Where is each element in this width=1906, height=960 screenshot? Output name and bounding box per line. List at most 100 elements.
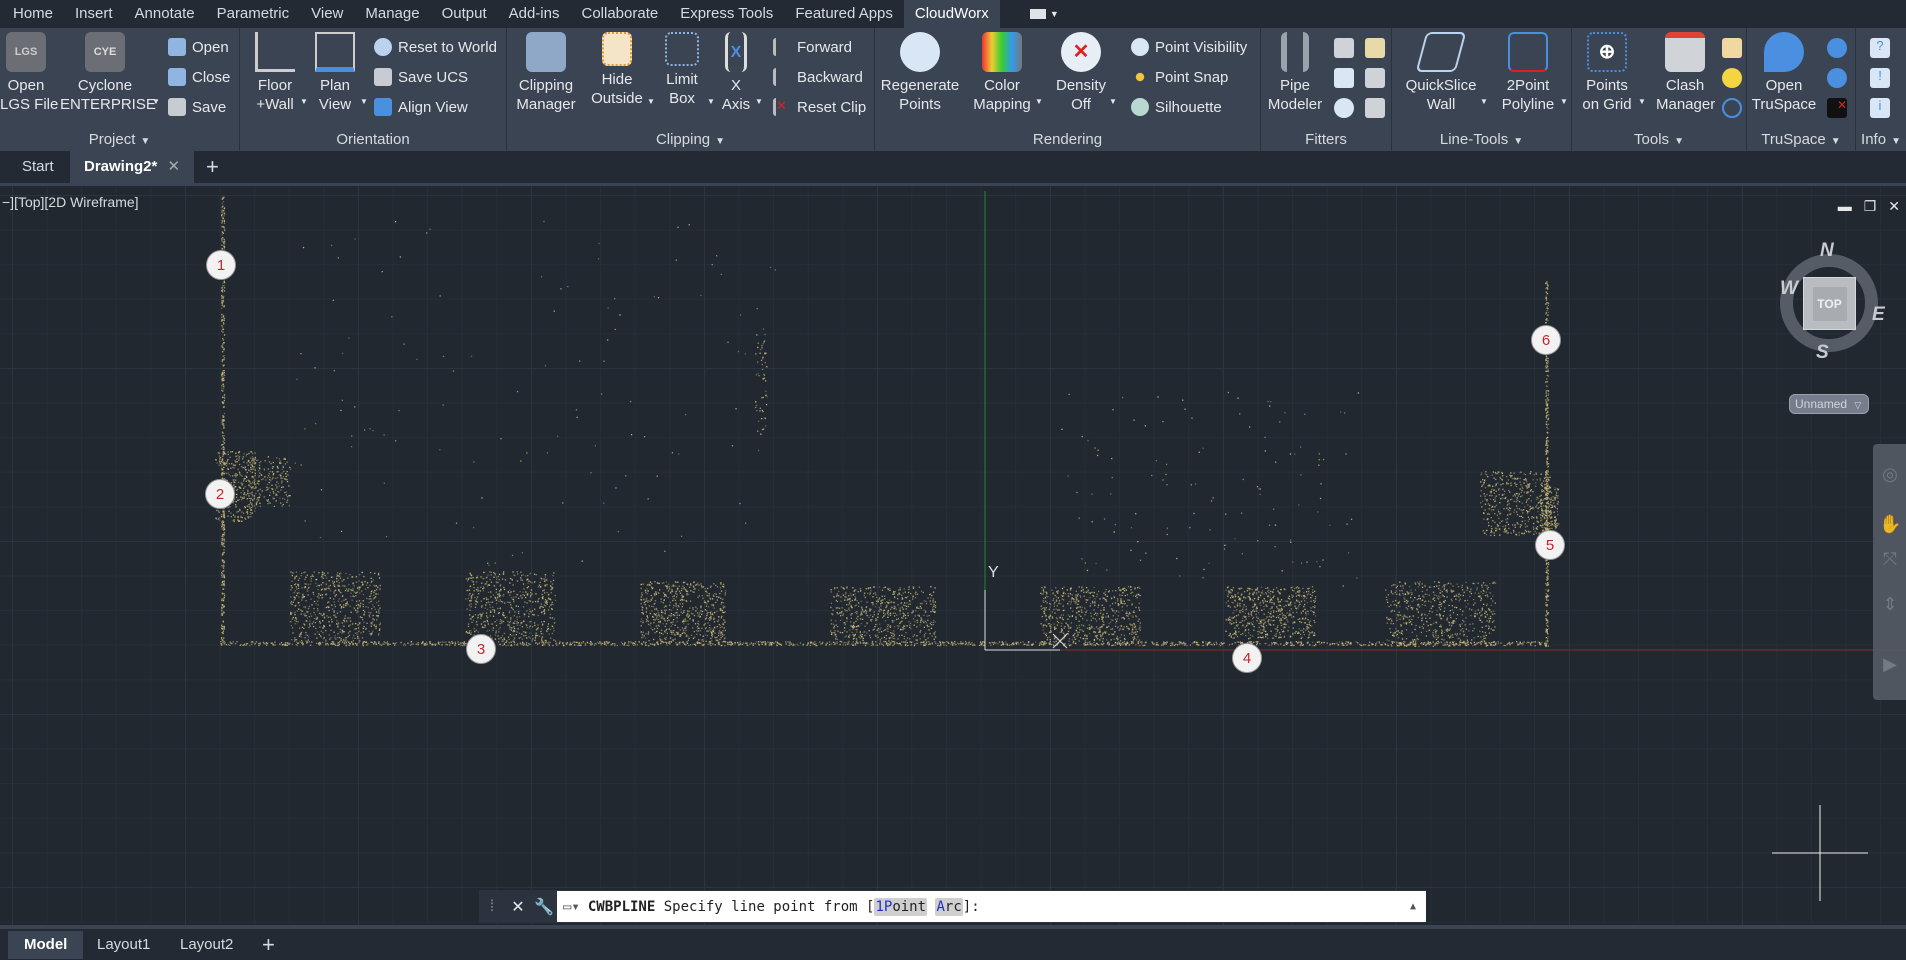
quickslice-wall-button[interactable]: QuickSlice Wall ▼ bbox=[1404, 32, 1488, 114]
steel-fit-icon[interactable] bbox=[1365, 68, 1385, 88]
close-tab-icon[interactable]: ✕ bbox=[167, 158, 181, 175]
pipe-modeler-button[interactable]: Pipe Modeler bbox=[1265, 32, 1325, 114]
panel-label-truspace[interactable]: TruSpace ▼ bbox=[1761, 131, 1841, 148]
hide-outside-dropdown-icon[interactable]: ▼ bbox=[647, 97, 655, 106]
hide-outside-button[interactable]: Hide Outside ▼ bbox=[589, 32, 655, 108]
backward-button[interactable]: Backward bbox=[773, 66, 863, 88]
floor-wall-dropdown-icon[interactable]: ▼ bbox=[300, 97, 308, 106]
clipping-manager-button[interactable]: Clipping Manager bbox=[511, 32, 581, 114]
command-input[interactable]: ▭▾ CWBPLINE Specify line point from [1Po… bbox=[557, 891, 1426, 922]
cyclone-dropdown-icon[interactable]: ▼ bbox=[152, 97, 160, 106]
reset-clip-button[interactable]: ✕ Reset Clip bbox=[773, 96, 866, 118]
option-1point[interactable]: 1Point bbox=[874, 897, 928, 916]
plan-view-button[interactable]: Plan View ▼ bbox=[312, 32, 368, 114]
limit-box-dropdown-icon[interactable]: ▼ bbox=[707, 97, 715, 106]
minimize-icon[interactable]: ▬ bbox=[1837, 198, 1852, 214]
showmotion-icon[interactable]: ▶ bbox=[1883, 654, 1897, 674]
compass-west[interactable]: W bbox=[1780, 278, 1798, 299]
forward-button[interactable]: Forward bbox=[773, 36, 852, 58]
density-off-button[interactable]: ✕ Density Off ▼ bbox=[1055, 32, 1117, 114]
menu-tab-annotate[interactable]: Annotate bbox=[134, 5, 195, 22]
command-history-icon[interactable]: ▭▾ bbox=[563, 898, 580, 915]
limit-box-button[interactable]: Limit Box ▼ bbox=[659, 32, 715, 108]
viewport-controls-label[interactable]: −][Top][2D Wireframe] bbox=[2, 194, 139, 210]
menu-tab-add-ins[interactable]: Add-ins bbox=[508, 5, 560, 22]
panel-label-clipping[interactable]: Clipping ▼ bbox=[655, 131, 726, 148]
command-history-up-icon[interactable]: ▲ bbox=[1409, 901, 1416, 912]
menu-tab-output[interactable]: Output bbox=[441, 5, 487, 22]
truspace-close-icon[interactable]: ✕ bbox=[1827, 98, 1847, 118]
cylinder-fit-icon[interactable] bbox=[1334, 38, 1354, 58]
menu-tab-manage[interactable]: Manage bbox=[365, 5, 420, 22]
new-tab-button[interactable]: + bbox=[206, 154, 219, 179]
cyclone-enterprise-button[interactable]: CYE Cyclone ENTERPRISE ▼ bbox=[60, 32, 160, 114]
drawing-viewport[interactable]: −][Top][2D Wireframe] ▬ ❐ ✕ 1 2 3 4 5 6 Y … bbox=[0, 186, 1906, 925]
x-axis-button[interactable]: X X Axis ▼ bbox=[719, 32, 763, 114]
2point-polyline-button[interactable]: 2Point Polyline ▼ bbox=[1498, 32, 1568, 114]
point-visibility-button[interactable]: Point Visibility bbox=[1131, 36, 1247, 58]
alert-icon[interactable]: ! bbox=[1870, 68, 1890, 88]
plan-view-dropdown-icon[interactable]: ▼ bbox=[360, 97, 368, 106]
regenerate-points-button[interactable]: Regenerate Points bbox=[880, 32, 960, 114]
help-icon[interactable]: ? bbox=[1870, 38, 1890, 58]
density-dropdown-icon[interactable]: ▼ bbox=[1109, 97, 1117, 106]
grip-handle[interactable]: ⁞ bbox=[489, 897, 495, 915]
tab-layout1[interactable]: Layout1 bbox=[97, 936, 151, 953]
steering-wheel-icon[interactable]: ◎ bbox=[1882, 464, 1898, 484]
menu-tab-express-tools[interactable]: Express Tools bbox=[680, 5, 774, 22]
panel-label-info[interactable]: Info ▼ bbox=[1861, 131, 1901, 148]
plane-fit-icon[interactable] bbox=[1365, 38, 1385, 58]
color-mapping-button[interactable]: Color Mapping ▼ bbox=[971, 32, 1043, 114]
target-icon[interactable] bbox=[1722, 98, 1742, 118]
restore-icon[interactable]: ❐ bbox=[1863, 198, 1877, 214]
compass-south[interactable]: S bbox=[1816, 342, 1829, 363]
close-button[interactable]: Close bbox=[168, 66, 230, 88]
option-arc[interactable]: Arc bbox=[935, 897, 963, 916]
tab-layout2[interactable]: Layout2 bbox=[180, 936, 234, 953]
clash-manager-button[interactable]: Clash Manager bbox=[1656, 32, 1715, 114]
elbow-fit-icon[interactable] bbox=[1334, 68, 1354, 88]
point-snap-button[interactable]: Point Snap bbox=[1131, 66, 1228, 88]
x-axis-dropdown-icon[interactable]: ▼ bbox=[755, 97, 763, 106]
polyline-dropdown-icon[interactable]: ▼ bbox=[1560, 97, 1568, 106]
steel-edit-icon[interactable] bbox=[1365, 98, 1385, 118]
workspace-dropdown[interactable]: ▼ bbox=[1029, 0, 1059, 28]
orbit-icon[interactable]: ⇕ bbox=[1882, 594, 1898, 614]
open-truspace-button[interactable]: Open TruSpace bbox=[1751, 32, 1817, 114]
close-command-line-icon[interactable]: ✕ bbox=[511, 898, 525, 916]
pan-hand-icon[interactable]: ✋ bbox=[1879, 514, 1902, 534]
truspace-person-icon[interactable] bbox=[1827, 38, 1847, 58]
menu-tab-insert[interactable]: Insert bbox=[75, 5, 113, 22]
lightbulb-icon[interactable] bbox=[1722, 68, 1742, 88]
points-on-grid-button[interactable]: ⊕ Points on Grid ▼ bbox=[1578, 32, 1646, 114]
menu-tab-featured-apps[interactable]: Featured Apps bbox=[795, 5, 893, 22]
compass-east[interactable]: E bbox=[1872, 304, 1885, 325]
reset-to-world-button[interactable]: Reset to World bbox=[374, 36, 497, 58]
truspace-view-icon[interactable] bbox=[1827, 68, 1847, 88]
customize-wrench-icon[interactable]: 🔧 bbox=[534, 898, 554, 916]
viewcube[interactable]: TOP N W E S bbox=[1766, 240, 1892, 366]
quickslice-dropdown-icon[interactable]: ▼ bbox=[1480, 97, 1488, 106]
ucs-menu[interactable]: Unnamed ▽ bbox=[1789, 394, 1869, 414]
tab-model[interactable]: Model bbox=[8, 931, 84, 959]
save-ucs-button[interactable]: Save UCS bbox=[374, 66, 468, 88]
panel-label-tools[interactable]: Tools ▼ bbox=[1634, 131, 1684, 148]
viewcube-top-face[interactable]: TOP bbox=[1803, 277, 1856, 330]
panel-label-project[interactable]: Project ▼ bbox=[88, 131, 151, 148]
panel-label-line-tools[interactable]: Line-Tools ▼ bbox=[1439, 131, 1524, 148]
tab-drawing2[interactable]: Drawing2* ✕ bbox=[70, 151, 195, 183]
silhouette-button[interactable]: Silhouette bbox=[1131, 96, 1222, 118]
menu-tab-parametric[interactable]: Parametric bbox=[216, 5, 290, 22]
menu-tab-collaborate[interactable]: Collaborate bbox=[581, 5, 659, 22]
info-icon[interactable]: i bbox=[1870, 98, 1890, 118]
compass-north[interactable]: N bbox=[1820, 240, 1834, 261]
points-grid-dropdown-icon[interactable]: ▼ bbox=[1638, 97, 1646, 106]
save-button[interactable]: Save bbox=[168, 96, 226, 118]
color-mapping-dropdown-icon[interactable]: ▼ bbox=[1035, 97, 1043, 106]
tab-start[interactable]: Start bbox=[22, 158, 54, 175]
open-lgs-file-button[interactable]: LGS Open LGS File bbox=[0, 32, 58, 114]
floor-wall-button[interactable]: Floor +Wall ▼ bbox=[252, 32, 308, 114]
open-button[interactable]: Open bbox=[168, 36, 229, 58]
menu-tab-home[interactable]: Home bbox=[13, 5, 54, 22]
sphere-fit-icon[interactable] bbox=[1334, 98, 1354, 118]
